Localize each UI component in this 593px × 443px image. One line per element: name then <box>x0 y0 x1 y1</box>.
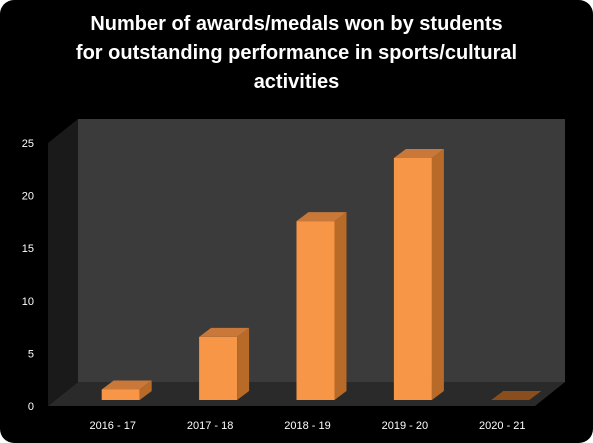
chart-title-line-2: for outstanding performance in sports/cu… <box>75 42 518 64</box>
y-tick-label: 10 <box>22 296 34 308</box>
bar-side <box>139 380 152 400</box>
x-tick-label: 2017 - 18 <box>187 420 233 432</box>
chart-title: Number of awards/medals won by students … <box>40 10 553 97</box>
bars <box>101 149 542 400</box>
bar-side <box>431 149 444 400</box>
bar-front <box>296 221 335 400</box>
bar-side <box>334 212 347 400</box>
bar-top <box>101 380 152 390</box>
y-tick-label: 15 <box>22 243 34 255</box>
bar-front <box>199 336 238 400</box>
chart-title-line-3: activities <box>253 71 340 93</box>
bar-top <box>296 212 347 222</box>
x-tick-label: 2018 - 19 <box>284 420 330 432</box>
x-tick-label: 2019 - 20 <box>382 420 428 432</box>
bar-front <box>101 389 140 400</box>
bar <box>491 391 542 400</box>
y-tick-label: 20 <box>22 191 34 203</box>
bar-top <box>199 327 250 337</box>
bar <box>296 212 347 400</box>
bar <box>393 149 444 400</box>
y-tick-label: 5 <box>28 348 34 360</box>
bar <box>101 380 152 400</box>
y-tick-label: 25 <box>22 138 34 150</box>
bar-front <box>393 158 432 400</box>
bar-side <box>237 327 250 400</box>
x-tick-label: 2020 - 21 <box>479 420 525 432</box>
x-axis-ticks: 2016 - 17 2017 - 18 2018 - 19 2019 - 20 2020… <box>89 420 525 432</box>
x-tick-label: 2016 - 17 <box>89 420 135 432</box>
y-tick-label: 0 <box>28 401 34 413</box>
plot-left-wall <box>48 119 78 406</box>
bar-zero <box>491 391 542 400</box>
bar-top <box>393 149 444 159</box>
chart-title-line-1: Number of awards/medals won by students <box>90 13 503 35</box>
y-axis-ticks: 0 5 10 15 20 25 <box>22 138 34 413</box>
bar <box>199 327 250 400</box>
